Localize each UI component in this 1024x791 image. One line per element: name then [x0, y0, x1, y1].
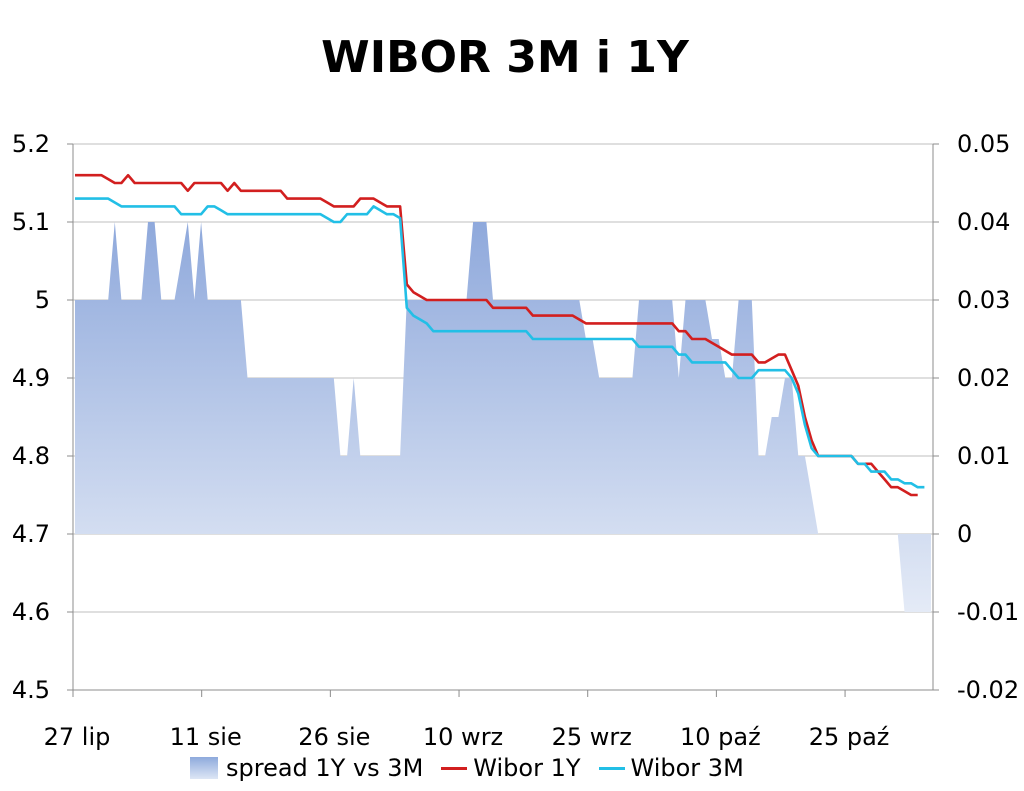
y-right-tick-label: -0.01 — [957, 598, 1019, 626]
x-tick-label: 10 wrz — [423, 723, 503, 751]
y-right-tick-label: 0.03 — [957, 286, 1010, 314]
series-lines — [75, 173, 925, 497]
legend: spread 1Y vs 3M Wibor 1Y Wibor 3M — [190, 752, 762, 784]
tick-labels: 4.5 -0.02 4.6 -0.01 4.7 0 4.8 0.01 4.9 0.02 5 0.03 5… — [12, 130, 1019, 751]
y-left-tick-label: 4.8 — [12, 442, 50, 470]
x-tick-label: 25 paź — [809, 723, 890, 751]
legend-item-spread: spread 1Y vs 3M — [190, 754, 423, 782]
axes — [67, 143, 939, 697]
y-left-tick-label: 4.7 — [12, 520, 50, 548]
x-tick-label: 11 sie — [170, 723, 242, 751]
spread-area-layer — [75, 222, 931, 612]
y-right-tick-label: 0.04 — [957, 208, 1010, 236]
x-tick-label: 10 paź — [680, 723, 761, 751]
y-left-tick-label: 5 — [35, 286, 50, 314]
legend-item-wibor-3m: Wibor 3M — [598, 754, 744, 782]
x-tick-label: 26 sie — [298, 723, 370, 751]
legend-item-wibor-1y: Wibor 1Y — [441, 754, 581, 782]
spread-area — [75, 222, 931, 612]
y-right-tick-label: 0.01 — [957, 442, 1010, 470]
wibor-3m-line — [75, 197, 925, 489]
x-tick-label: 25 wrz — [552, 723, 632, 751]
legend-label-wibor-1y: Wibor 1Y — [473, 754, 581, 782]
legend-swatch-wibor-3m — [598, 766, 625, 770]
legend-label-spread: spread 1Y vs 3M — [226, 754, 424, 782]
y-left-tick-label: 5.1 — [12, 208, 50, 236]
chart-title: WIBOR 3M i 1Y — [321, 32, 689, 83]
y-left-tick-label: 4.6 — [12, 598, 50, 626]
wibor-1y-line — [75, 173, 918, 497]
y-left-tick-label: 4.9 — [12, 364, 50, 392]
y-right-tick-label: 0.02 — [957, 364, 1010, 392]
legend-swatch-wibor-1y — [441, 766, 468, 770]
y-right-tick-label: -0.02 — [957, 676, 1019, 704]
y-left-tick-label: 4.5 — [12, 676, 50, 704]
x-tick-label: 27 lip — [44, 723, 111, 751]
y-right-tick-label: 0 — [957, 520, 972, 548]
legend-label-wibor-3m: Wibor 3M — [630, 754, 744, 782]
y-left-tick-label: 5.2 — [12, 130, 50, 158]
y-right-tick-label: 0.05 — [957, 130, 1010, 158]
legend-swatch-spread — [190, 757, 218, 779]
